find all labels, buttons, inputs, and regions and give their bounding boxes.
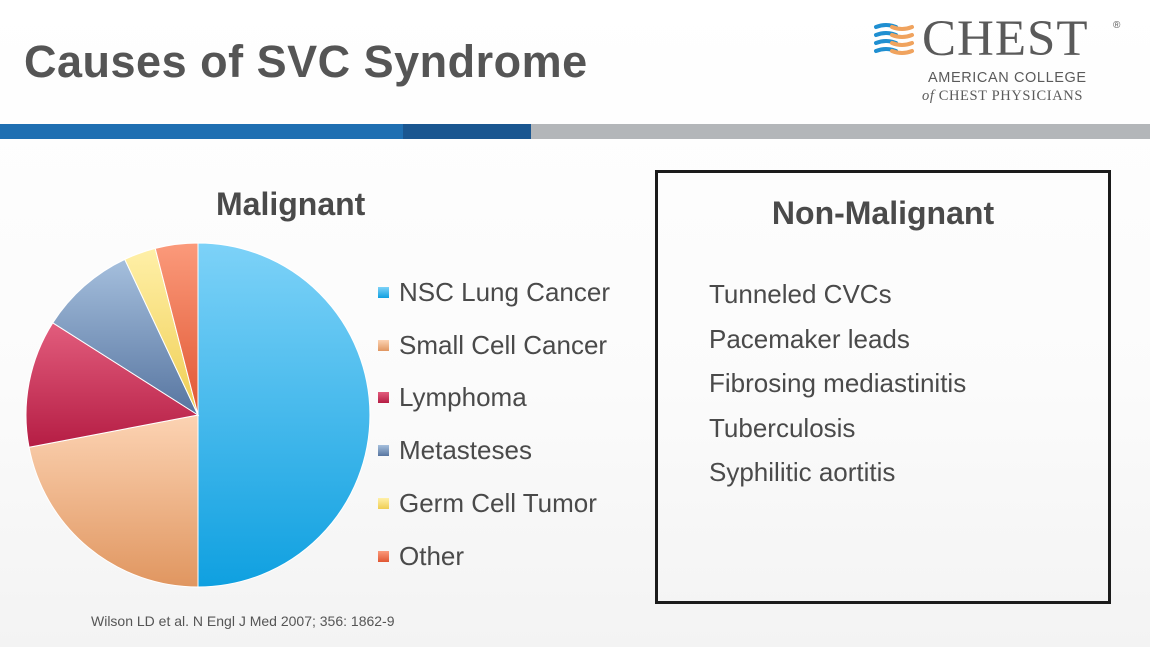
chest-logo-mark-icon	[874, 23, 914, 55]
legend-item: NSC Lung Cancer	[378, 266, 610, 319]
header-band-gray	[531, 124, 1150, 139]
legend-swatch	[378, 550, 389, 562]
non-malignant-box: Non-Malignant Tunneled CVCs Pacemaker le…	[655, 170, 1111, 604]
logo-registered-mark: ®	[1113, 20, 1121, 31]
legend-label: Germ Cell Tumor	[399, 488, 597, 519]
legend-item: Other	[378, 530, 610, 583]
legend-item: Metasteses	[378, 424, 610, 477]
pie-slice-other	[154, 242, 199, 416]
non-malignant-item: Pacemaker leads	[709, 323, 910, 354]
malignant-pie-chart	[25, 242, 371, 588]
non-malignant-item: Tuberculosis	[709, 412, 856, 443]
pie-slice-metasteses	[52, 258, 200, 417]
logo-line1: AMERICAN COLLEGE	[928, 70, 1087, 86]
legend-label: Small Cell Cancer	[399, 329, 608, 360]
legend-swatch	[378, 445, 389, 457]
pie-slice-lymphoma	[25, 322, 200, 448]
header-band-blue	[0, 124, 403, 139]
legend-label: Other	[399, 540, 465, 571]
header-band-dark-blue	[403, 124, 531, 139]
logo-line2: of CHEST PHYSICIANS	[922, 88, 1083, 105]
pie-chart-title: Malignant	[216, 186, 366, 222]
legend-item: Lymphoma	[378, 372, 610, 425]
non-malignant-item: Tunneled CVCs	[709, 279, 892, 309]
slide-title: Causes of SVC Syndrome	[24, 36, 588, 87]
legend-label: NSC Lung Cancer	[399, 276, 610, 307]
logo-wordmark: CHEST	[922, 11, 1089, 67]
citation: Wilson LD et al. N Engl J Med 2007; 356:…	[91, 613, 395, 629]
legend-swatch	[378, 498, 389, 510]
legend-swatch	[378, 286, 389, 298]
non-malignant-title: Non-Malignant	[771, 195, 995, 231]
logo-line2-of: of	[922, 88, 935, 104]
chest-logo: CHEST ® AMERICAN COLLEGE of CHEST PHYSIC…	[870, 14, 1130, 109]
pie-slice-small-cell-cancer	[28, 414, 199, 588]
logo-line2-rest: CHEST PHYSICIANS	[938, 88, 1084, 104]
legend-label: Metasteses	[399, 435, 532, 466]
legend-label: Lymphoma	[399, 382, 527, 413]
non-malignant-item: Syphilitic aortitis	[709, 457, 896, 487]
pie-legend: NSC Lung Cancer Small Cell Cancer Lymphoma…	[378, 266, 610, 583]
non-malignant-item: Fibrosing mediastinitis	[709, 368, 967, 398]
legend-item: Germ Cell Tumor	[378, 477, 610, 530]
legend-item: Small Cell Cancer	[378, 319, 610, 372]
legend-swatch	[378, 339, 389, 351]
pie-slice-nsc-lung-cancer	[197, 242, 371, 588]
non-malignant-list: Tunneled CVCs Pacemaker leads Fibrosing …	[709, 279, 966, 502]
legend-swatch	[378, 392, 389, 404]
